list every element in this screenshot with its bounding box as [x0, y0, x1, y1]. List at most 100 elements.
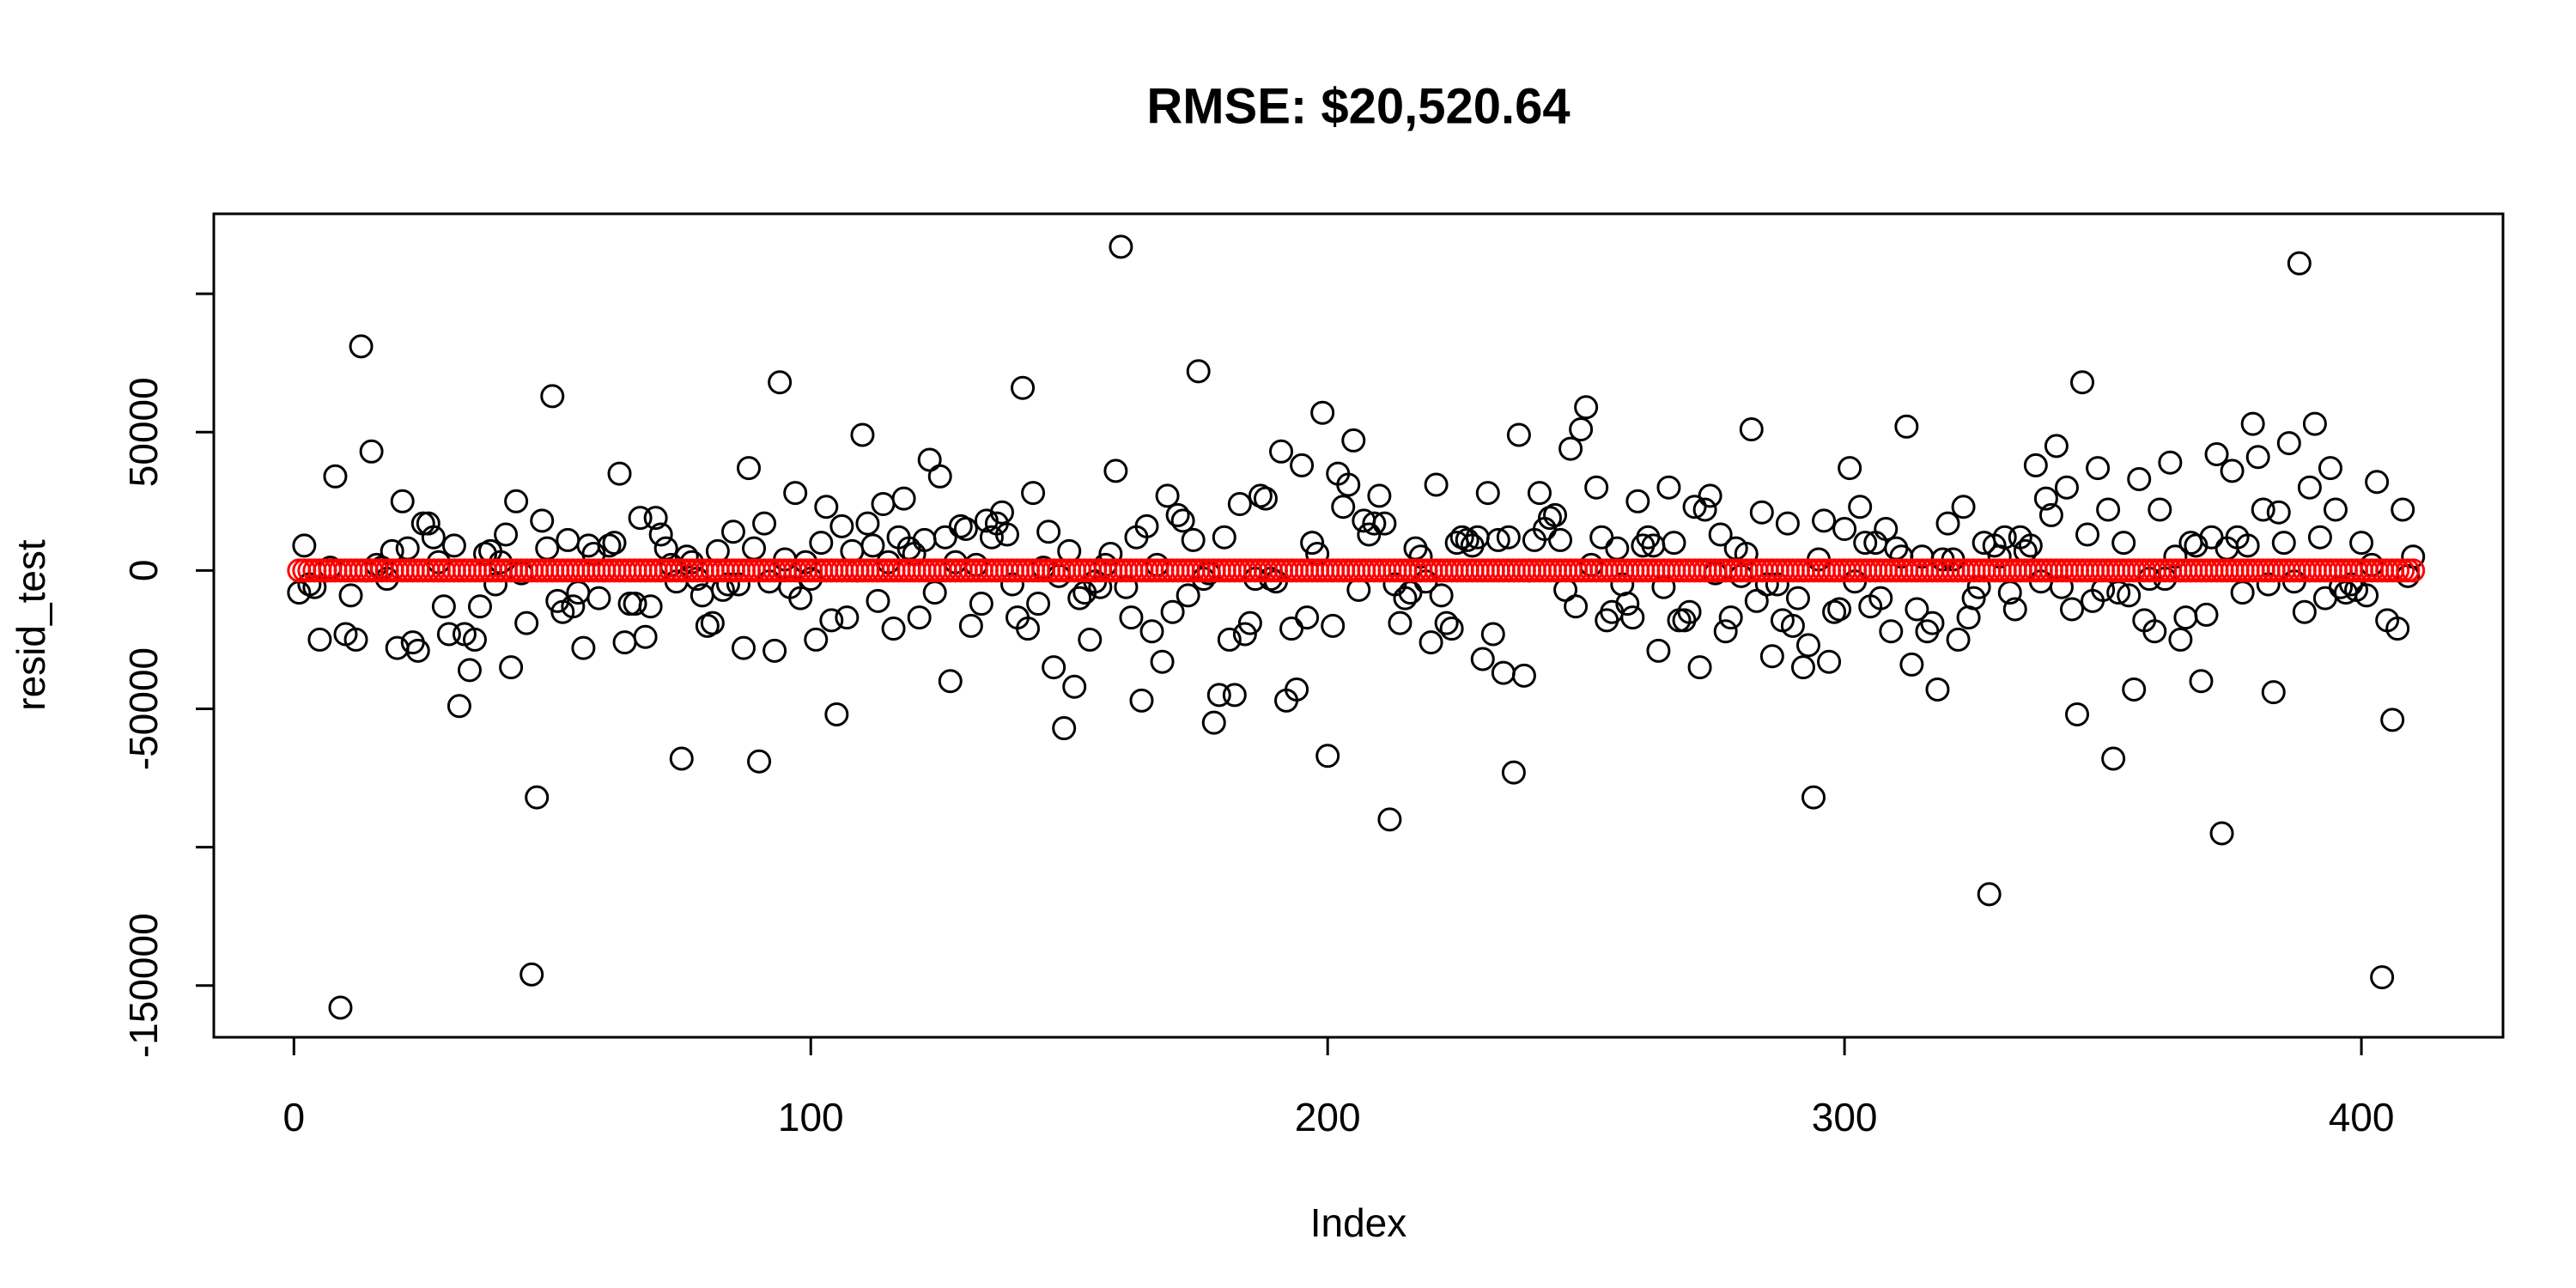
data-point: [1485, 527, 1510, 552]
data-point: [979, 525, 1004, 550]
data-point: [1300, 531, 1325, 556]
data-point: [2365, 470, 2390, 495]
data-point: [1832, 517, 1857, 542]
data-point: [1785, 586, 1810, 611]
data-point: [1160, 599, 1185, 624]
data-point: [2220, 459, 2245, 483]
data-point: [1569, 417, 1594, 442]
y-tick-label: 0: [121, 560, 166, 582]
data-point: [933, 525, 957, 550]
data-point: [1134, 513, 1159, 538]
data-point: [1253, 486, 1278, 511]
data-point: [829, 513, 854, 538]
data-point: [1186, 359, 1211, 384]
data-point: [1496, 525, 1521, 550]
data-point: [1424, 472, 1449, 497]
data-point: [1775, 511, 1800, 536]
data-point: [1692, 497, 1717, 522]
data-point: [835, 605, 860, 630]
data-point: [1067, 586, 1092, 611]
data-point: [1646, 638, 1671, 663]
x-tick-label: 400: [2329, 1095, 2395, 1139]
data-point: [927, 464, 952, 489]
data-point: [2002, 597, 2027, 622]
data-point: [700, 611, 725, 635]
data-point: [1310, 400, 1335, 425]
data-point: [628, 506, 653, 531]
data-point: [328, 995, 353, 1020]
data-point: [2086, 456, 2111, 481]
data-point: [1052, 716, 1077, 741]
data-point: [1920, 611, 1945, 635]
data-point: [2287, 251, 2312, 276]
data-point: [1759, 644, 1784, 669]
data-point: [1139, 619, 1164, 644]
data-point: [1935, 511, 1960, 536]
data-point: [1237, 611, 1262, 635]
data-point: [994, 522, 1019, 547]
data-point: [545, 588, 570, 613]
x-tick-label: 0: [283, 1095, 306, 1139]
data-point: [2101, 746, 2126, 771]
data-point: [416, 511, 440, 536]
data-point: [855, 511, 880, 536]
data-point: [2023, 453, 2048, 477]
data-point: [2276, 431, 2301, 456]
data-point: [338, 583, 363, 608]
data-point: [540, 384, 565, 409]
data-point: [2070, 370, 2095, 395]
data-point: [1615, 592, 1640, 617]
data-point: [2323, 497, 2348, 522]
data-point: [958, 613, 983, 638]
data-point: [292, 533, 317, 558]
data-point: [1848, 495, 1873, 519]
data-point: [2148, 497, 2172, 522]
data-point: [1227, 492, 1252, 517]
data-point: [1026, 592, 1051, 617]
data-point: [1812, 508, 1837, 533]
data-point: [421, 525, 446, 550]
data-point: [1625, 489, 1650, 513]
data-point: [1362, 511, 1387, 536]
data-point: [1393, 586, 1418, 611]
data-point: [1212, 525, 1236, 550]
data-point: [1548, 527, 1573, 552]
data-point: [2271, 531, 2296, 556]
data-point: [1331, 495, 1356, 519]
data-point: [2065, 702, 2089, 726]
data-point: [1103, 459, 1128, 483]
data-point: [1279, 617, 1304, 641]
data-point: [1749, 500, 1774, 525]
data-point: [2385, 617, 2410, 641]
data-point: [2111, 531, 2136, 556]
data-point: [953, 517, 978, 542]
data-point: [468, 594, 492, 619]
data-point: [2122, 677, 2147, 702]
data-point: [1429, 583, 1454, 608]
data-point: [809, 531, 834, 556]
data-point: [907, 605, 932, 630]
data-point: [1874, 517, 1899, 542]
data-point: [1977, 882, 2002, 907]
data-point: [504, 489, 529, 513]
x-tick-label: 300: [1812, 1095, 1878, 1139]
data-point: [788, 586, 813, 611]
data-point: [1011, 375, 1036, 400]
data-point: [2245, 445, 2270, 470]
data-point: [525, 785, 550, 810]
data-point: [2235, 533, 2260, 558]
data-point: [2054, 475, 2079, 500]
data-point: [1739, 417, 1764, 442]
data-point: [824, 702, 849, 726]
y-axis-label: resid_test: [9, 539, 53, 711]
data-point: [1315, 744, 1340, 769]
data-point: [1222, 683, 1247, 708]
data-point: [2370, 965, 2395, 990]
data-point: [1269, 439, 1294, 464]
data-point: [866, 588, 890, 613]
data-point: [2266, 500, 2291, 525]
data-point: [2240, 411, 2265, 436]
data-point: [1295, 605, 1320, 630]
data-point: [1687, 655, 1712, 680]
